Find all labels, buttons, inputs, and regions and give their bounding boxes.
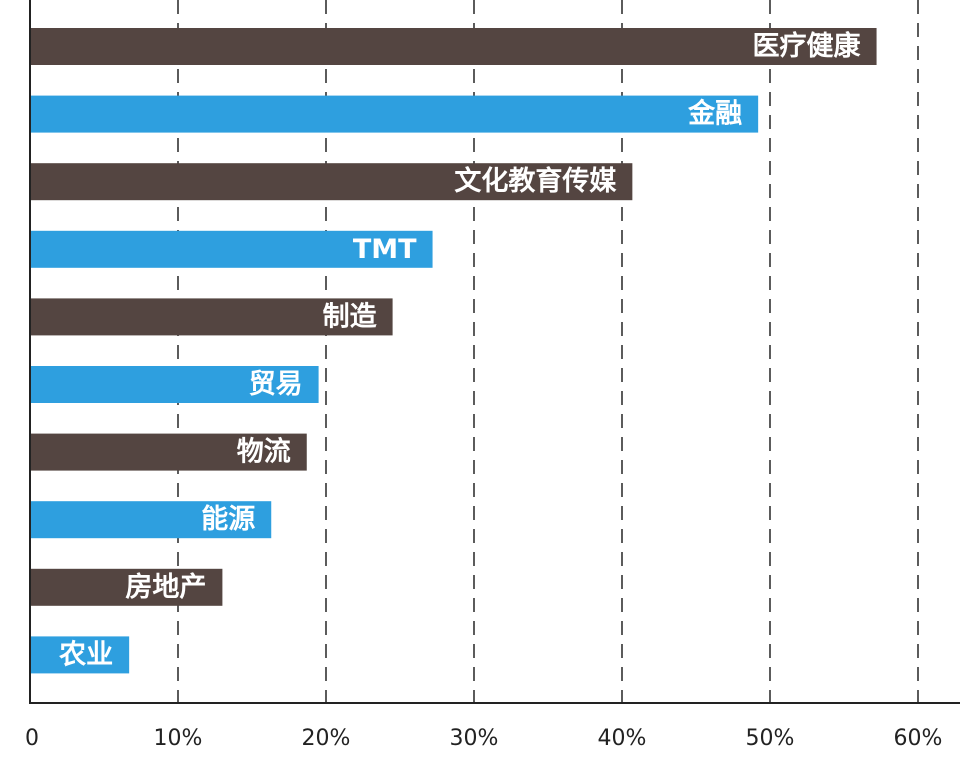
bar-10 bbox=[30, 636, 130, 674]
x-tick-label-3: 30% bbox=[450, 726, 499, 751]
x-tick-label-2: 20% bbox=[302, 726, 351, 751]
bar-9 bbox=[30, 568, 223, 606]
bar-label-5: 制造 bbox=[323, 301, 377, 332]
bar-4 bbox=[30, 230, 433, 268]
bar-6 bbox=[30, 366, 319, 403]
bar-8 bbox=[30, 501, 272, 539]
x-tick-label-6: 60% bbox=[894, 726, 943, 751]
bar-label-6: 贸易 bbox=[249, 369, 303, 400]
x-tick-label-1: 10% bbox=[154, 726, 203, 751]
bar-label-9: 房地产 bbox=[125, 572, 206, 603]
bar-5 bbox=[30, 298, 393, 336]
x-tick-label-4: 40% bbox=[598, 726, 647, 751]
bar-1 bbox=[30, 28, 877, 65]
x-tick-label-0: 0 bbox=[25, 726, 39, 751]
bar-label-7: 物流 bbox=[237, 437, 291, 468]
bar-label-8: 能源 bbox=[201, 503, 255, 535]
bar-7 bbox=[30, 433, 307, 471]
bar-label-1: 医疗健康 bbox=[753, 30, 862, 62]
bar-label-4: TMT bbox=[353, 234, 417, 265]
bar-label-10: 农业 bbox=[58, 639, 113, 670]
x-tick-label-5: 50% bbox=[746, 726, 795, 751]
bar-label-2: 金融 bbox=[687, 98, 742, 130]
bar-label-3: 文化教育传媒 bbox=[454, 165, 617, 197]
x-tick-labels: 0 10% 20% 30% 40% 50% 60% bbox=[25, 726, 942, 751]
bar-2 bbox=[30, 95, 759, 133]
bar-3 bbox=[30, 163, 633, 201]
